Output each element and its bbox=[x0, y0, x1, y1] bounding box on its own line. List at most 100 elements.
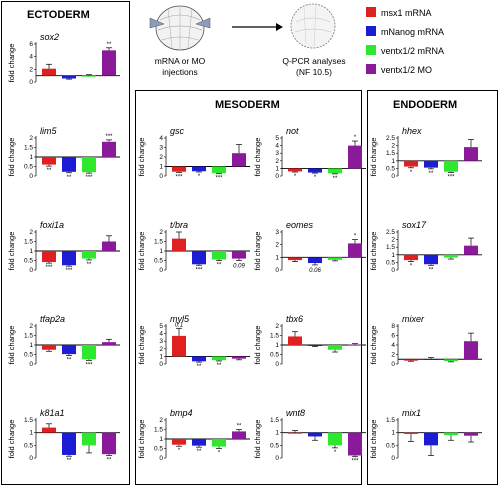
significance-label: *** bbox=[105, 134, 113, 140]
y-tick-label: 0 bbox=[391, 455, 395, 462]
y-axis-label: fold change bbox=[7, 44, 16, 83]
y-tick-label: 1.5 bbox=[24, 145, 33, 152]
bar-msx1 bbox=[42, 427, 56, 433]
significance-label: *** bbox=[45, 265, 53, 271]
y-tick-label: 0 bbox=[275, 361, 279, 368]
bar-ventx-mo bbox=[102, 432, 116, 455]
bar-ventx-mrna bbox=[328, 168, 342, 174]
y-tick-label: 1.5 bbox=[24, 417, 33, 424]
significance-label: * bbox=[218, 451, 221, 457]
y-tick-label: 4 bbox=[159, 135, 163, 142]
bar-ventx-mo bbox=[102, 50, 116, 76]
bar-msx1 bbox=[288, 257, 302, 261]
y-tick-label: 1.5 bbox=[154, 239, 163, 246]
y-tick-label: 0.5 bbox=[270, 352, 279, 359]
bar-mNanog bbox=[62, 345, 76, 355]
gene-label: k81a1 bbox=[40, 408, 65, 418]
significance-label: * bbox=[410, 264, 413, 270]
y-axis-label: fold change bbox=[7, 232, 16, 271]
bar-ventx-mrna bbox=[328, 432, 342, 446]
y-axis-label: fold change bbox=[7, 326, 16, 365]
bar-ventx-mo bbox=[102, 141, 116, 157]
y-axis-label: fold change bbox=[253, 138, 262, 177]
y-tick-label: 0 bbox=[391, 267, 395, 274]
y-tick-label: 6 bbox=[29, 41, 33, 48]
bar-mNanog bbox=[308, 345, 322, 346]
bar-ventx-mo bbox=[464, 147, 478, 161]
y-axis-label: fold change bbox=[253, 420, 262, 459]
bar-msx1 bbox=[42, 157, 56, 165]
bar-msx1 bbox=[404, 359, 418, 361]
bar-msx1 bbox=[172, 335, 186, 357]
y-tick-label: 2 bbox=[159, 417, 163, 424]
y-tick-label: 3 bbox=[275, 229, 279, 236]
bar-ventx-mrna bbox=[328, 345, 342, 350]
gene-label: mix1 bbox=[402, 408, 421, 418]
chart-mix1: mix1 fold change 0 0.5 1 1.5 bbox=[369, 408, 482, 462]
significance-label: ** bbox=[333, 176, 338, 182]
bar-ventx-mrna bbox=[444, 359, 458, 362]
y-axis-label: fold change bbox=[137, 420, 146, 459]
gene-label: mixer bbox=[402, 314, 425, 324]
bar-ventx-mo bbox=[102, 342, 116, 345]
y-tick-label: 0 bbox=[29, 361, 33, 368]
y-tick-label: 3 bbox=[159, 145, 163, 152]
y-tick-label: 4 bbox=[29, 54, 33, 61]
y-axis-label: fold change bbox=[369, 326, 378, 365]
significance-label: *** bbox=[447, 175, 455, 181]
y-tick-label: 0.5 bbox=[386, 442, 395, 449]
gene-label: gsc bbox=[170, 126, 185, 136]
y-tick-label: 2.5 bbox=[386, 229, 395, 236]
bar-mNanog bbox=[192, 166, 206, 172]
bar-msx1 bbox=[172, 238, 186, 251]
y-tick-label: 3 bbox=[159, 338, 163, 345]
ectoderm-title: ECTODERM bbox=[27, 9, 90, 21]
y-axis-label: fold change bbox=[137, 326, 146, 365]
y-tick-label: 0 bbox=[159, 267, 163, 274]
y-tick-label: 0.5 bbox=[154, 258, 163, 265]
y-tick-label: 2 bbox=[159, 154, 163, 161]
y-tick-label: 1 bbox=[159, 248, 163, 255]
bar-ventx-mo bbox=[102, 241, 116, 251]
ectoderm-panel bbox=[1, 1, 130, 485]
y-axis-label: fold change bbox=[7, 138, 16, 177]
bar-mNanog bbox=[62, 251, 76, 266]
mesoderm-title: MESODERM bbox=[215, 99, 280, 111]
y-tick-label: 2 bbox=[29, 135, 33, 142]
bar-ventx-mo bbox=[232, 356, 246, 359]
y-tick-label: 0 bbox=[29, 267, 33, 274]
chart-tbx6: tbx6 fold change 0 0.5 1 1.5 2 bbox=[253, 314, 366, 368]
y-tick-label: 1.5 bbox=[24, 239, 33, 246]
bar-mNanog bbox=[192, 356, 206, 362]
bar-mNanog bbox=[424, 160, 438, 168]
y-tick-label: 0.5 bbox=[24, 442, 33, 449]
y-tick-label: 1 bbox=[275, 342, 279, 349]
bar-msx1 bbox=[172, 439, 186, 445]
gene-label: not bbox=[286, 126, 299, 136]
bar-msx1 bbox=[42, 68, 56, 76]
y-tick-label: 2 bbox=[29, 66, 33, 73]
legend-label-mnanog: mNanog mRNA bbox=[381, 27, 444, 37]
y-tick-label: 1 bbox=[29, 154, 33, 161]
y-axis-label: fold change bbox=[137, 138, 146, 177]
bar-mNanog bbox=[308, 257, 322, 264]
injection-label-line2: injections bbox=[162, 67, 197, 77]
y-tick-label: 2 bbox=[275, 242, 279, 249]
gene-label: tfap2a bbox=[40, 314, 65, 324]
y-tick-label: 0 bbox=[275, 455, 279, 462]
legend: msx1 mRNA mNanog mRNA ventx1/2 mRNA vent… bbox=[366, 7, 444, 75]
y-tick-label: 1 bbox=[159, 164, 163, 171]
chart-mixer: mixer fold change 0 2 4 6 8 bbox=[369, 314, 482, 368]
significance-label: *** bbox=[215, 176, 223, 182]
legend-swatch-ventx-mrna bbox=[366, 45, 376, 55]
analysis-label-line2: (NF 10.5) bbox=[296, 67, 332, 77]
y-tick-label: 2 bbox=[391, 237, 395, 244]
y-tick-label: 0 bbox=[391, 361, 395, 368]
